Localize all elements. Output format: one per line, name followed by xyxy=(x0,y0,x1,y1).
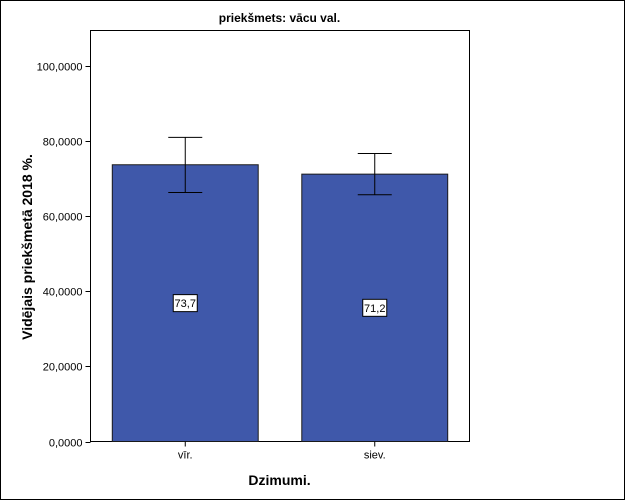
data-label-box xyxy=(362,298,388,317)
y-tick-label: 80,0000 xyxy=(43,137,83,149)
bars: 73,7 71,2 xyxy=(111,136,449,442)
chart-title: priekšmets: vācu val. xyxy=(218,11,341,25)
y-tick-label: 60,0000 xyxy=(43,212,83,224)
y-tick-label: 100,0000 xyxy=(37,62,83,74)
y-tick-label: 40,0000 xyxy=(43,287,83,299)
data-label: 73,7 xyxy=(175,298,196,310)
y-tick-label: 20,0000 xyxy=(43,362,83,374)
x-axis-label: Dzimumi. xyxy=(248,472,311,488)
x-tick-label: siev. xyxy=(364,450,386,462)
y-axis: 0,0000 20,0000 40,0000 60,0000 80,0000 100,00… xyxy=(37,62,91,450)
data-label-box xyxy=(172,294,198,313)
x-tick-label: vīr. xyxy=(178,450,193,462)
y-tick-label: 0,0000 xyxy=(49,438,83,450)
x-axis: vīr. siev. xyxy=(178,441,386,462)
data-label: 71,2 xyxy=(364,303,385,315)
